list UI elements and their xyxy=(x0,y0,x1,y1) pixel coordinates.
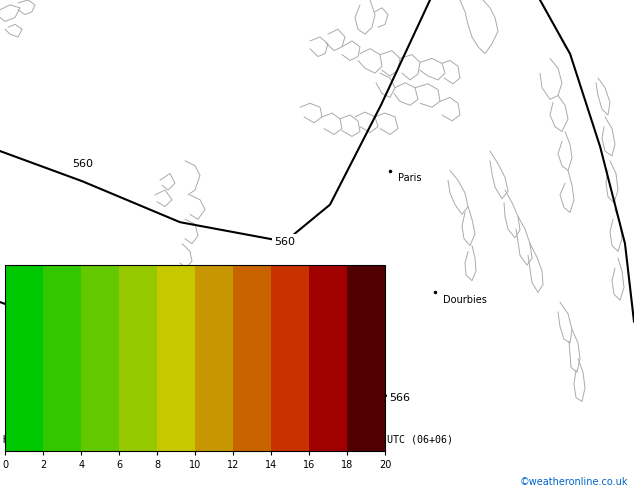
Text: 566: 566 xyxy=(389,392,410,403)
Text: Paris: Paris xyxy=(398,173,422,183)
Text: Height 500 hPa Spread mean+σ [gpdm] GFS ENS Mo 23-09-2024 12:00 UTC (06+06): Height 500 hPa Spread mean+σ [gpdm] GFS … xyxy=(3,435,453,445)
Text: Dourbies: Dourbies xyxy=(443,295,487,305)
Text: ©weatheronline.co.uk: ©weatheronline.co.uk xyxy=(519,477,628,487)
Text: 560: 560 xyxy=(72,159,93,169)
Text: 560: 560 xyxy=(275,237,295,246)
